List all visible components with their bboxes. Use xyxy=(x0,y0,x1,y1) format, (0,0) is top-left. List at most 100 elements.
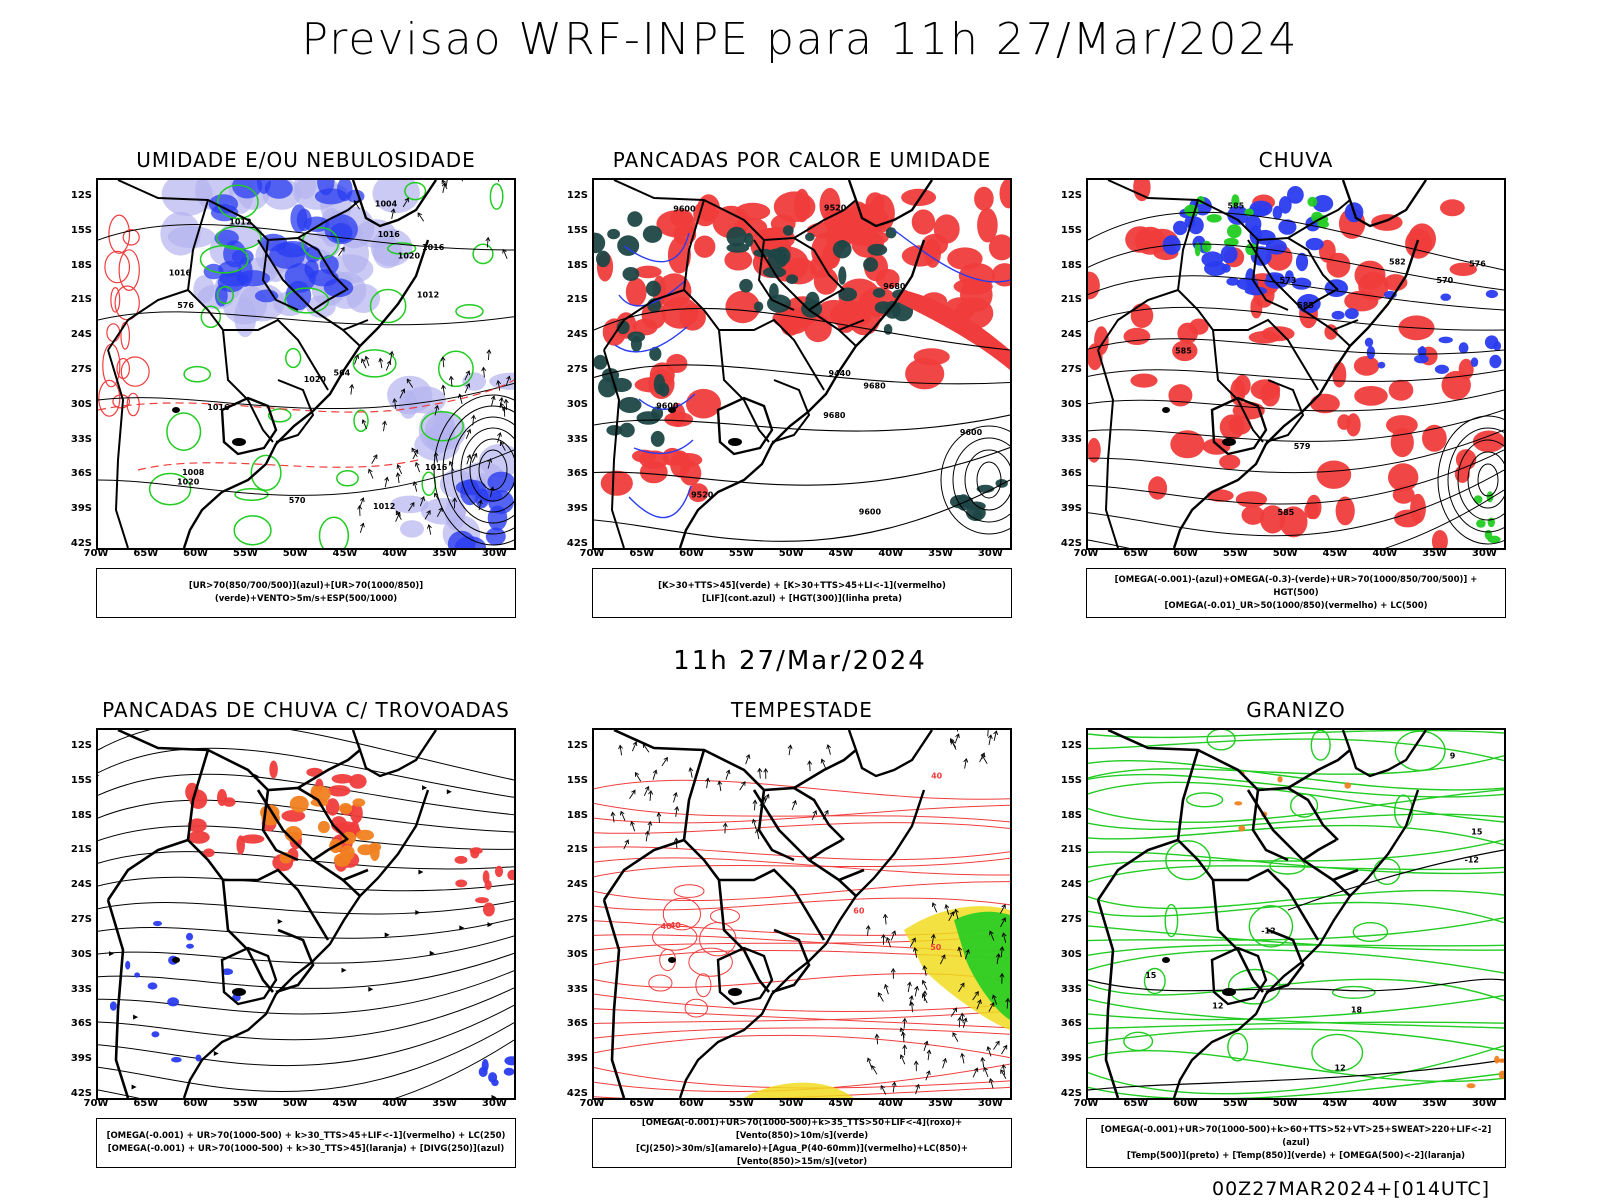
wind-vector xyxy=(820,758,827,769)
country-border xyxy=(793,199,857,239)
wind-vector xyxy=(871,1065,878,1075)
thunderstorm-red-area xyxy=(507,869,514,881)
rain-green-area xyxy=(1231,194,1240,208)
latitude-label: 39S xyxy=(1060,1053,1082,1065)
country-border xyxy=(342,329,361,347)
thunderstorm-orange-area xyxy=(284,826,303,842)
country-border xyxy=(297,749,361,790)
map-canvas xyxy=(98,730,514,1098)
country-border xyxy=(719,318,825,391)
temp-850-contour xyxy=(1088,865,1504,883)
country-border xyxy=(757,239,795,311)
thunderstorm-orange-area xyxy=(289,795,309,813)
latitude-label: 27S xyxy=(70,914,92,925)
divergence-blue-area xyxy=(503,1067,514,1076)
thunderstorm-red-area xyxy=(349,774,367,789)
rain-red-area xyxy=(1441,370,1471,400)
omega-orange-area xyxy=(1466,1083,1476,1089)
temp-850-contour xyxy=(1088,1045,1504,1095)
wind-vector xyxy=(995,953,1001,964)
wind-vector xyxy=(399,388,406,399)
wind-vector xyxy=(414,461,421,473)
coastline xyxy=(1172,180,1427,548)
instability-green-area xyxy=(649,346,662,361)
jet-stream-yellow-area xyxy=(744,1082,854,1098)
thunderstorm-orange-area xyxy=(356,829,374,841)
panel-title: TEMPESTADE xyxy=(731,698,873,722)
rain-red-area xyxy=(1235,491,1267,508)
instability-green-area xyxy=(767,250,788,269)
longitude-label: 50W xyxy=(778,1098,804,1109)
longitude-label: 50W xyxy=(282,1098,308,1109)
wind-vector xyxy=(1001,1044,1008,1055)
latitude-label: 39S xyxy=(70,503,92,515)
streamline-arrow xyxy=(487,922,493,928)
condensation-level-contour xyxy=(695,973,712,998)
wind-vector xyxy=(644,830,650,842)
wind-vector xyxy=(763,768,769,779)
latitude-label: 21S xyxy=(566,844,588,856)
longitude-label: 35W xyxy=(928,548,954,559)
map-canvas: 9680 9680 9600 9600 9600 9520 9600 9520 9440 9680 xyxy=(594,180,1010,548)
temp-850-contour xyxy=(1310,730,1331,761)
wind-vector xyxy=(503,398,509,410)
humidity-light-area xyxy=(390,495,429,514)
height-contour xyxy=(1088,489,1504,548)
wind-vector xyxy=(877,992,884,1002)
instability-red-area xyxy=(977,207,998,243)
rain-green-area xyxy=(1307,196,1318,207)
longitude-label: 55W xyxy=(728,548,754,559)
rain-red-area xyxy=(1431,530,1448,548)
wind-vector xyxy=(899,1027,905,1038)
wind-vector xyxy=(987,734,993,745)
longitude-label: 60W xyxy=(679,1098,705,1109)
humidity-light-area xyxy=(342,234,369,274)
latitude-label: 27S xyxy=(70,364,92,375)
wind-vector xyxy=(962,1017,968,1028)
wind-vector xyxy=(457,393,463,405)
isobar xyxy=(98,223,514,251)
thickness-contour xyxy=(120,321,130,350)
temp-850-contour xyxy=(1088,949,1504,974)
wind-vector xyxy=(952,1032,959,1042)
rain-red-area xyxy=(1168,384,1193,407)
low-humidity-contour xyxy=(420,410,464,442)
thunderstorm-red-area xyxy=(240,834,265,844)
temp-850-contour xyxy=(1088,824,1504,846)
streamline-arrow xyxy=(459,925,465,931)
rain-red-area xyxy=(1332,361,1347,388)
thunderstorm-red-area xyxy=(188,830,210,844)
low-humidity-contour xyxy=(148,472,192,506)
contour-label: 1012 xyxy=(417,291,439,300)
contour-label: 1016 xyxy=(207,403,230,412)
panel-legend: [UR>70(850/700/500)](azul)+[UR>70(1000/8… xyxy=(96,568,516,618)
rain-red-area xyxy=(1310,393,1340,414)
divergence-blue-area xyxy=(109,1001,117,1011)
wind-vector xyxy=(402,197,409,208)
temp-850-contour xyxy=(1088,1049,1504,1083)
rain-red-area xyxy=(1324,324,1338,340)
height-contour xyxy=(952,437,1010,523)
wind-vector xyxy=(673,791,678,803)
thunderstorm-red-area xyxy=(482,870,490,884)
condensation-level-contour xyxy=(594,993,1010,1012)
omega-orange-area xyxy=(1277,776,1283,783)
rain-red-area xyxy=(1405,228,1433,259)
rain-blue-area xyxy=(1254,229,1276,245)
rain-red-area xyxy=(1316,460,1352,489)
rain-blue-area xyxy=(1312,195,1334,213)
contour-label: 9600 xyxy=(960,428,983,437)
wind-vector xyxy=(610,811,616,823)
condensation-level-contour xyxy=(710,908,740,924)
wind-vector xyxy=(471,452,478,463)
wind-vector xyxy=(865,925,871,936)
panel-title: UMIDADE E/OU NEBULOSIDADE xyxy=(136,148,476,172)
divergence-blue-area xyxy=(491,1079,499,1087)
latitude-label: 33S xyxy=(1060,433,1082,445)
wind-vector xyxy=(395,511,401,522)
contour-label: 582 xyxy=(1389,258,1406,267)
streamline xyxy=(98,799,514,833)
contour-label: 1020 xyxy=(304,375,327,384)
thunderstorm-red-area xyxy=(455,879,468,888)
country-border xyxy=(838,329,857,347)
